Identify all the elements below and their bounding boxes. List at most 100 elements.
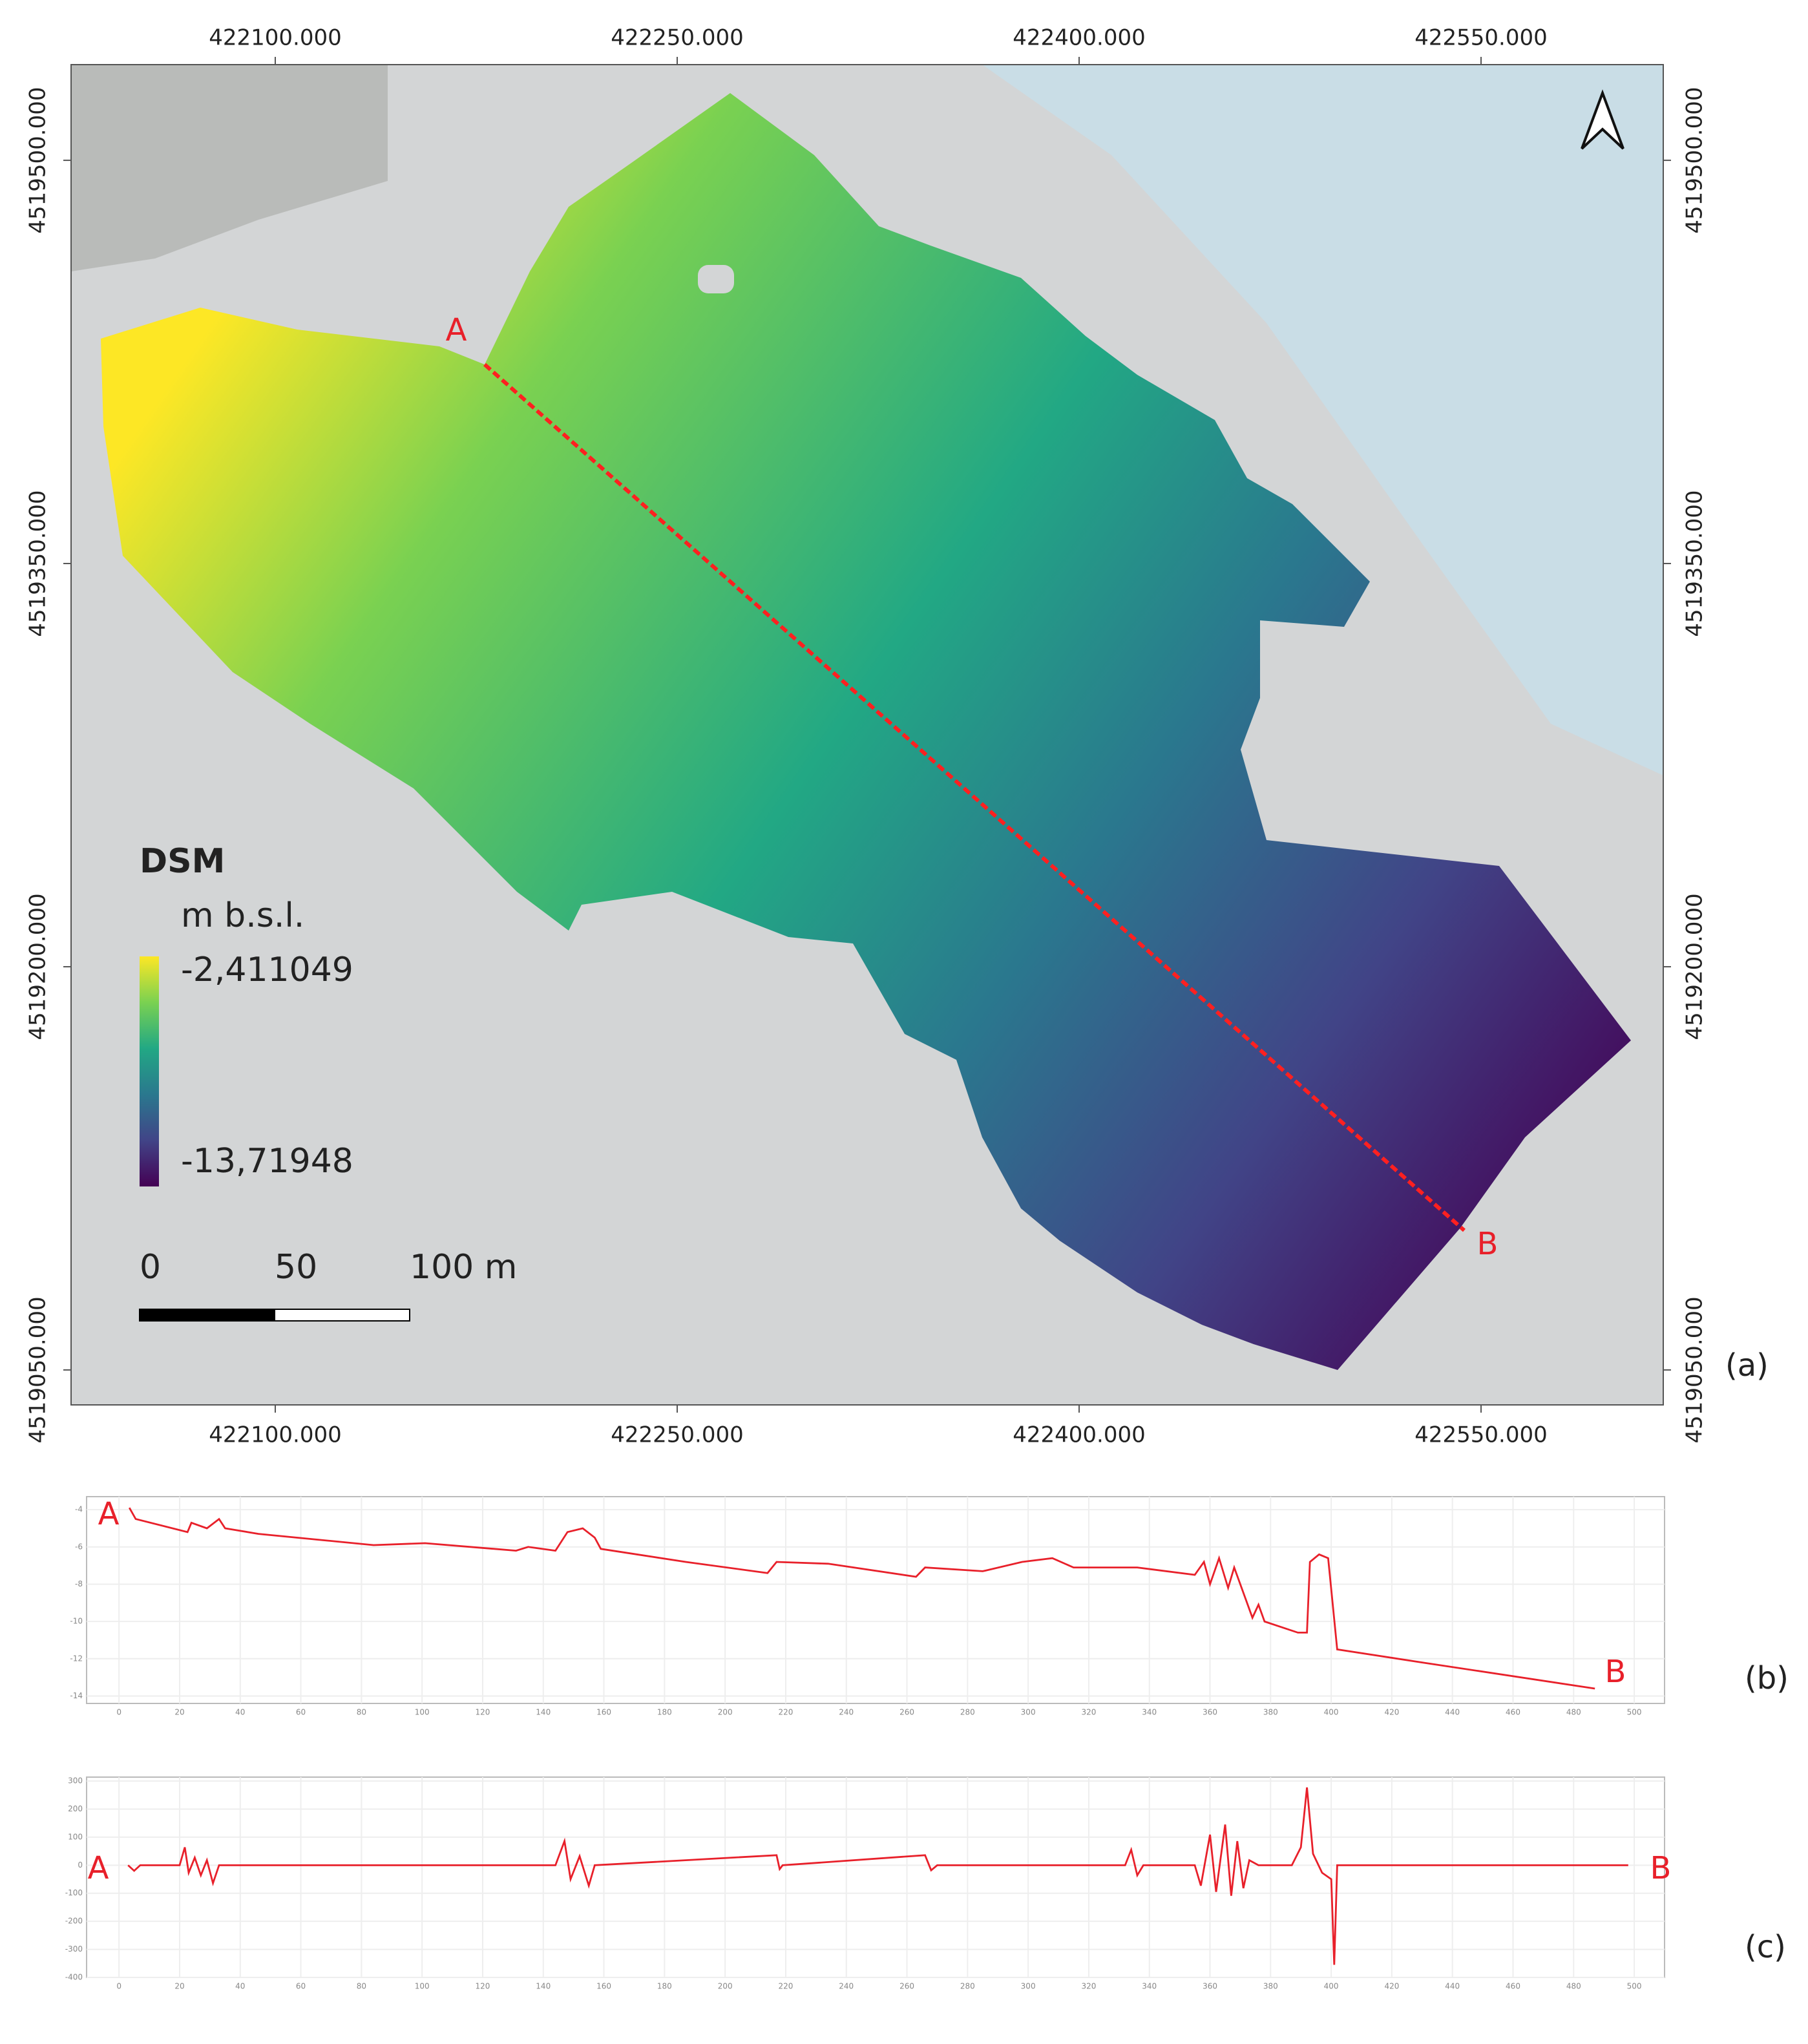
x-tick-label: 180 [657, 1708, 672, 1717]
map-base [71, 65, 1663, 1405]
scale-label: 0 [140, 1248, 161, 1287]
plot-frame [86, 1496, 1665, 1704]
y-tick-label: 200 [68, 1804, 83, 1813]
x-tick-label: 360 [1203, 1708, 1217, 1717]
y-tick-label: 0 [78, 1860, 83, 1870]
y-tick-label: 4519050.000 [25, 1296, 51, 1443]
map-frame [70, 64, 1664, 1406]
x-tick-label: 422100.000 [209, 1422, 342, 1448]
plot-frame [86, 1776, 1665, 1978]
y-tick-label: 4519350.000 [1682, 490, 1708, 637]
y-tick-label: -200 [65, 1917, 83, 1926]
x-tick-label: 0 [116, 1708, 121, 1717]
x-tick-label: 140 [536, 1982, 551, 1991]
x-tick-label: 340 [1142, 1982, 1157, 1991]
x-tick-label: 422250.000 [611, 25, 744, 51]
y-tick-label: 100 [68, 1832, 83, 1841]
x-tick-label: 380 [1263, 1708, 1278, 1717]
x-tick-label: 300 [1021, 1708, 1036, 1717]
x-tick-label: 340 [1142, 1708, 1157, 1717]
profile-label: B [1605, 1654, 1626, 1690]
x-tick-label: 40 [235, 1708, 245, 1717]
profile-line [128, 1507, 1595, 1690]
profile-label: A [446, 312, 467, 348]
x-tick-label: 360 [1203, 1982, 1217, 1991]
x-tick-label: 220 [778, 1982, 793, 1991]
x-tick-label: 20 [174, 1708, 184, 1717]
y-tick-label: 4519500.000 [25, 87, 51, 234]
x-tick-label: 240 [839, 1982, 854, 1991]
x-tick-label: 60 [296, 1708, 306, 1717]
x-tick-label: 280 [960, 1982, 975, 1991]
x-tick-label: 500 [1627, 1708, 1642, 1717]
panel-label: (c) [1745, 1929, 1786, 1965]
x-tick-label: 0 [116, 1982, 121, 1991]
x-tick-label: 300 [1021, 1982, 1036, 1991]
legend-title: DSM [140, 842, 225, 881]
y-tick-label: 4519200.000 [25, 893, 51, 1040]
x-tick-label: 200 [718, 1708, 733, 1717]
x-tick-label: 440 [1445, 1708, 1460, 1717]
x-tick-label: 160 [596, 1708, 611, 1717]
y-tick-label: 4519500.000 [1682, 87, 1708, 234]
panel-label: (b) [1745, 1660, 1789, 1696]
colorbar-label: -13,71948 [181, 1142, 353, 1181]
y-tick-label: 4519050.000 [1682, 1296, 1708, 1443]
y-tick-label: -10 [70, 1617, 83, 1626]
x-tick-label: 420 [1384, 1708, 1399, 1717]
x-tick-label: 400 [1324, 1708, 1339, 1717]
x-tick-label: 480 [1566, 1708, 1581, 1717]
x-tick-label: 220 [778, 1708, 793, 1717]
x-tick-label: 422550.000 [1414, 25, 1548, 51]
x-tick-label: 200 [718, 1982, 733, 1991]
x-tick-label: 422250.000 [611, 1422, 744, 1448]
x-tick-label: 100 [415, 1708, 430, 1717]
x-tick-label: 422400.000 [1013, 1422, 1146, 1448]
y-tick-label: -400 [65, 1973, 83, 1982]
x-tick-label: 480 [1566, 1982, 1581, 1991]
x-tick-label: 460 [1506, 1982, 1520, 1991]
x-tick-label: 400 [1324, 1982, 1339, 1991]
profile-label: A [98, 1496, 120, 1532]
x-tick-label: 260 [899, 1708, 914, 1717]
scale-bar [274, 1309, 410, 1322]
x-tick-label: 420 [1384, 1982, 1399, 1991]
x-tick-label: 320 [1081, 1982, 1096, 1991]
profile-line [483, 363, 1466, 1232]
x-tick-label: 60 [296, 1982, 306, 1991]
x-tick-label: 320 [1081, 1708, 1096, 1717]
x-tick-label: 120 [476, 1982, 490, 1991]
x-tick-label: 422550.000 [1414, 1422, 1548, 1448]
y-tick-label: -14 [70, 1691, 83, 1700]
y-tick-label: -8 [75, 1579, 83, 1588]
y-tick-label: 300 [68, 1776, 83, 1786]
dsm-surface [101, 93, 1631, 1370]
x-tick-label: 500 [1627, 1982, 1642, 1991]
y-tick-label: -300 [65, 1944, 83, 1954]
profile-label: B [1650, 1850, 1672, 1886]
x-tick-label: 40 [235, 1982, 245, 1991]
scale-label: 100 m [410, 1248, 517, 1287]
x-tick-label: 20 [174, 1982, 184, 1991]
x-tick-label: 180 [657, 1982, 672, 1991]
x-tick-label: 160 [596, 1982, 611, 1991]
profile-label: B [1477, 1226, 1498, 1262]
x-tick-label: 422400.000 [1013, 25, 1146, 51]
scale-label: 50 [275, 1248, 317, 1287]
x-tick-label: 460 [1506, 1708, 1520, 1717]
x-tick-label: 380 [1263, 1982, 1278, 1991]
y-tick-label: -12 [70, 1654, 83, 1663]
y-tick-label: 4519350.000 [25, 490, 51, 637]
x-tick-label: 100 [415, 1982, 430, 1991]
x-tick-label: 140 [536, 1708, 551, 1717]
scale-bar [139, 1309, 275, 1322]
x-tick-label: 240 [839, 1708, 854, 1717]
colorbar [140, 956, 159, 1186]
y-tick-label: -100 [65, 1888, 83, 1897]
x-tick-label: 80 [357, 1708, 366, 1717]
x-tick-label: 440 [1445, 1982, 1460, 1991]
x-tick-label: 260 [899, 1982, 914, 1991]
y-tick-label: 4519200.000 [1682, 893, 1708, 1040]
x-tick-label: 80 [357, 1982, 366, 1991]
